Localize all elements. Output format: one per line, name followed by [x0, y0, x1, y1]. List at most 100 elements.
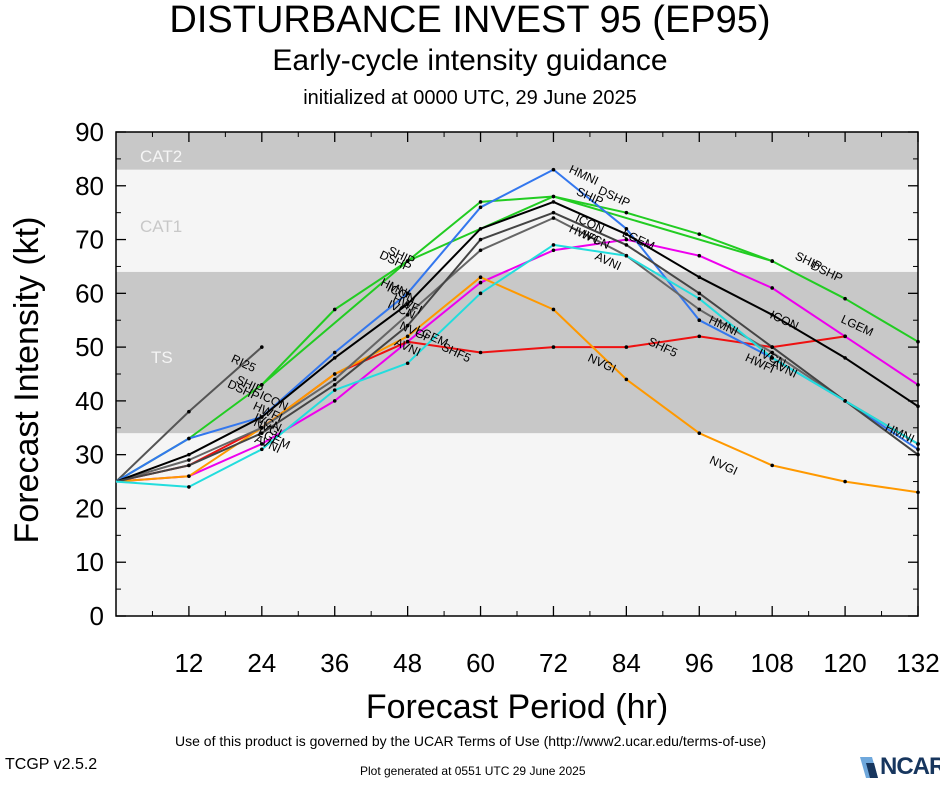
data-point-icon: [260, 415, 264, 419]
y-axis-label: Forecast Intensity (kt): [8, 217, 46, 544]
data-point-icon: [332, 356, 337, 360]
data-point-nvgi: [916, 490, 920, 495]
band-label-cat2: CAT2: [140, 147, 182, 166]
data-point-icon: [551, 200, 556, 204]
data-point-hmni: [624, 227, 629, 231]
data-point-hmni: [551, 167, 556, 172]
data-point-icon: [916, 404, 920, 409]
data-point-nvgi: [478, 275, 483, 280]
data-point-avni: [916, 442, 920, 446]
band-cat2: [116, 132, 918, 170]
data-point-hmni: [478, 205, 483, 210]
data-point-lgem: [770, 286, 774, 290]
data-point-icon: [405, 302, 410, 306]
series-line-avni: [115, 243, 919, 488]
data-point-hwfi: [551, 216, 556, 220]
data-point-ri25: [187, 409, 191, 414]
band-ts: [116, 271, 918, 434]
ncar-logo: NCAR: [858, 753, 940, 780]
series-line-icon: [115, 200, 919, 483]
data-point-avni: [770, 356, 774, 360]
data-point-dshp: [697, 232, 702, 236]
data-point-lgem: [697, 253, 702, 258]
data-point-ivcn: [478, 237, 483, 242]
terms-of-use-text: Use of this product is governed by the U…: [175, 733, 767, 749]
data-point-dshp: [624, 210, 629, 215]
y-tick-label: 50: [75, 332, 104, 362]
version-text: TCGP v2.5.2: [5, 756, 98, 773]
intensity-chart: TS CAT1 CAT2 0 10 20 30 40 50 60 70 80 90 12 24 36 48 60…: [8, 117, 940, 726]
data-point-ship: [405, 259, 410, 263]
data-point-ship: [260, 382, 264, 387]
data-point-dshp: [916, 339, 920, 344]
data-point-lgem: [624, 237, 629, 242]
data-point-lgem: [916, 382, 920, 387]
generated-time-text: Plot generated at 0551 UTC 29 June 2025: [360, 764, 586, 778]
data-point-hmni: [187, 436, 191, 441]
data-point-hwfi: [187, 458, 191, 462]
data-point-avni: [697, 296, 702, 301]
x-axis-label: Forecast Period (hr): [366, 688, 668, 726]
data-point-shf5: [551, 345, 556, 349]
band-label-ts: TS: [151, 348, 173, 367]
x-tick-label: 108: [750, 648, 793, 678]
data-point-hmni: [332, 350, 337, 355]
data-point-lgem: [551, 248, 556, 253]
data-point-hwfi: [260, 425, 264, 430]
data-point-shf5: [478, 350, 483, 355]
x-tick-label: 132: [896, 648, 939, 678]
data-point-lgem: [478, 280, 483, 285]
data-point-ivcn: [551, 210, 556, 215]
data-point-hmni: [405, 291, 410, 296]
data-point-avni: [332, 388, 337, 392]
y-tick-label: 60: [75, 278, 104, 308]
data-point-icon: [478, 227, 483, 231]
x-tick-label: 72: [539, 648, 568, 678]
series-lines: [115, 167, 920, 495]
x-tick-label: 96: [685, 648, 714, 678]
x-tick-label: 48: [393, 648, 422, 678]
y-tick-label: 0: [90, 601, 104, 631]
y-tick-label: 80: [75, 171, 104, 201]
data-point-icon: [187, 452, 191, 457]
data-point-icon: [843, 356, 847, 360]
data-point-ivcn: [624, 243, 629, 247]
band-cat1: [116, 169, 918, 272]
data-point-ivcn: [916, 452, 920, 457]
data-point-ivcn: [187, 463, 191, 468]
chart-title: DISTURBANCE INVEST 95 (EP95): [169, 0, 771, 41]
data-point-nvgi: [624, 377, 629, 382]
data-point-nvgi: [187, 474, 191, 478]
data-point-ivcn: [332, 382, 337, 387]
band-label-cat1: CAT1: [140, 217, 182, 236]
y-tick-label: 10: [75, 547, 104, 577]
data-point-lgem: [260, 442, 264, 446]
x-tick-label: 12: [174, 648, 203, 678]
series-line-lgem: [115, 238, 919, 483]
series-line-ivcn: [115, 211, 919, 483]
data-point-lgem: [332, 399, 337, 403]
data-point-ivcn: [770, 345, 774, 349]
data-point-ivcn: [697, 291, 702, 296]
data-point-hmni: [697, 318, 702, 323]
y-tick-label: 40: [75, 386, 104, 416]
data-point-nvgi: [770, 463, 774, 468]
data-point-icon: [697, 275, 702, 280]
data-point-avni: [551, 243, 556, 247]
data-point-hwfi: [478, 248, 483, 253]
data-point-avni: [843, 399, 847, 403]
series-line-hwfi: [115, 217, 919, 483]
data-point-dshp: [478, 200, 483, 204]
x-tick-label: 120: [823, 648, 866, 678]
data-point-nvgi: [551, 307, 556, 312]
y-tick-label: 20: [75, 493, 104, 523]
data-point-avni: [187, 485, 191, 489]
x-tick-label: 24: [247, 648, 276, 678]
data-point-hwfi: [697, 307, 702, 312]
data-point-shf5: [624, 345, 629, 349]
data-point-hwfi: [405, 313, 410, 317]
data-point-dshp: [843, 296, 847, 301]
ncar-logo-text: NCAR: [880, 753, 940, 780]
data-point-avni: [405, 361, 410, 366]
data-point-ivcn: [260, 431, 264, 435]
